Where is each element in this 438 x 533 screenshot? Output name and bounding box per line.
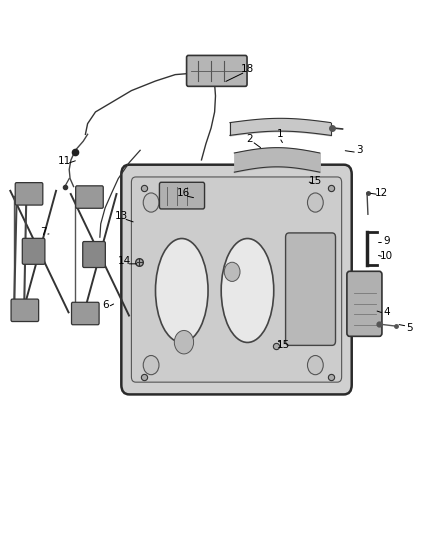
Text: 2: 2: [246, 134, 253, 143]
Text: 16: 16: [177, 188, 190, 198]
Text: 13: 13: [115, 211, 128, 221]
FancyBboxPatch shape: [121, 165, 352, 394]
FancyBboxPatch shape: [83, 241, 106, 268]
FancyBboxPatch shape: [11, 299, 39, 321]
Circle shape: [307, 193, 323, 212]
Circle shape: [143, 356, 159, 375]
FancyBboxPatch shape: [76, 186, 103, 208]
Ellipse shape: [221, 239, 274, 342]
Text: 5: 5: [406, 323, 413, 333]
FancyBboxPatch shape: [22, 238, 45, 264]
Text: 15: 15: [277, 341, 290, 350]
Circle shape: [224, 262, 240, 281]
Ellipse shape: [155, 239, 208, 342]
Text: 10: 10: [380, 251, 393, 261]
Text: 18: 18: [241, 64, 254, 74]
FancyBboxPatch shape: [347, 271, 382, 336]
Circle shape: [143, 193, 159, 212]
FancyBboxPatch shape: [71, 302, 99, 325]
Text: 15: 15: [309, 176, 322, 186]
Text: 11: 11: [58, 156, 71, 166]
FancyBboxPatch shape: [15, 183, 43, 205]
Text: 12: 12: [374, 188, 388, 198]
Text: 6: 6: [102, 300, 110, 310]
Text: 9: 9: [383, 236, 390, 246]
Text: 14: 14: [118, 256, 131, 266]
FancyBboxPatch shape: [286, 233, 336, 345]
Text: 7: 7: [39, 227, 46, 237]
Circle shape: [174, 330, 194, 354]
Text: 4: 4: [383, 307, 390, 317]
FancyBboxPatch shape: [187, 55, 247, 86]
FancyBboxPatch shape: [131, 177, 342, 382]
FancyBboxPatch shape: [159, 182, 205, 209]
Text: 3: 3: [356, 146, 363, 155]
Circle shape: [307, 356, 323, 375]
Text: 1: 1: [277, 130, 284, 139]
